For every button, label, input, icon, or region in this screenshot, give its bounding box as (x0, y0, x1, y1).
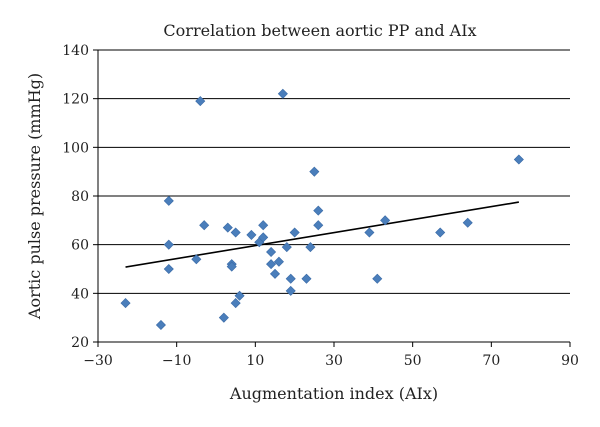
data-point (278, 89, 287, 98)
x-tick-label: 10 (246, 353, 264, 369)
x-tick-label: −10 (162, 353, 192, 369)
y-tick-label: 120 (62, 92, 89, 108)
data-point (156, 320, 165, 329)
data-point (164, 240, 173, 249)
data-point (259, 221, 268, 230)
x-tick-label: 90 (561, 353, 579, 369)
data-point (196, 97, 205, 106)
y-tick-label: 140 (62, 43, 89, 59)
data-point (223, 223, 232, 232)
y-tick-label: 20 (71, 335, 89, 351)
data-point (302, 274, 311, 283)
data-point (164, 264, 173, 273)
data-point (514, 155, 523, 164)
x-tick-label: 30 (325, 353, 343, 369)
gridlines (98, 50, 570, 293)
data-point (314, 206, 323, 215)
data-point (373, 274, 382, 283)
data-point (310, 167, 319, 176)
y-axis-title: Aortic pulse pressure (mmHg) (25, 73, 44, 320)
y-tick-label: 60 (71, 238, 89, 254)
y-tick-label: 100 (62, 140, 89, 156)
chart-title: Correlation between aortic PP and AIx (163, 21, 476, 40)
x-tick-labels: −30 −10 10 30 50 70 90 (83, 353, 579, 369)
x-axis-title: Augmentation index (AIx) (229, 384, 438, 403)
data-point (274, 257, 283, 266)
data-point (266, 260, 275, 269)
y-tick-label: 40 (71, 286, 89, 302)
data-point (314, 221, 323, 230)
data-point (231, 228, 240, 237)
data-point (286, 274, 295, 283)
data-point (219, 313, 228, 322)
data-point (200, 221, 209, 230)
axes (93, 50, 570, 347)
x-tick-label: −30 (83, 353, 113, 369)
data-point (290, 228, 299, 237)
x-tick-label: 50 (404, 353, 422, 369)
data-point (266, 247, 275, 256)
data-point (247, 230, 256, 239)
trendline (126, 202, 519, 267)
data-point (270, 269, 279, 278)
data-point (164, 196, 173, 205)
data-point (286, 286, 295, 295)
data-point (436, 228, 445, 237)
trendline-group (126, 202, 519, 267)
y-tick-label: 80 (71, 189, 89, 205)
x-tick-label: 70 (482, 353, 500, 369)
data-point (121, 298, 130, 307)
data-point (282, 243, 291, 252)
data-point (306, 243, 315, 252)
y-tick-labels: 20 40 60 80 100 120 140 (62, 43, 89, 351)
data-point (463, 218, 472, 227)
data-point (365, 228, 374, 237)
